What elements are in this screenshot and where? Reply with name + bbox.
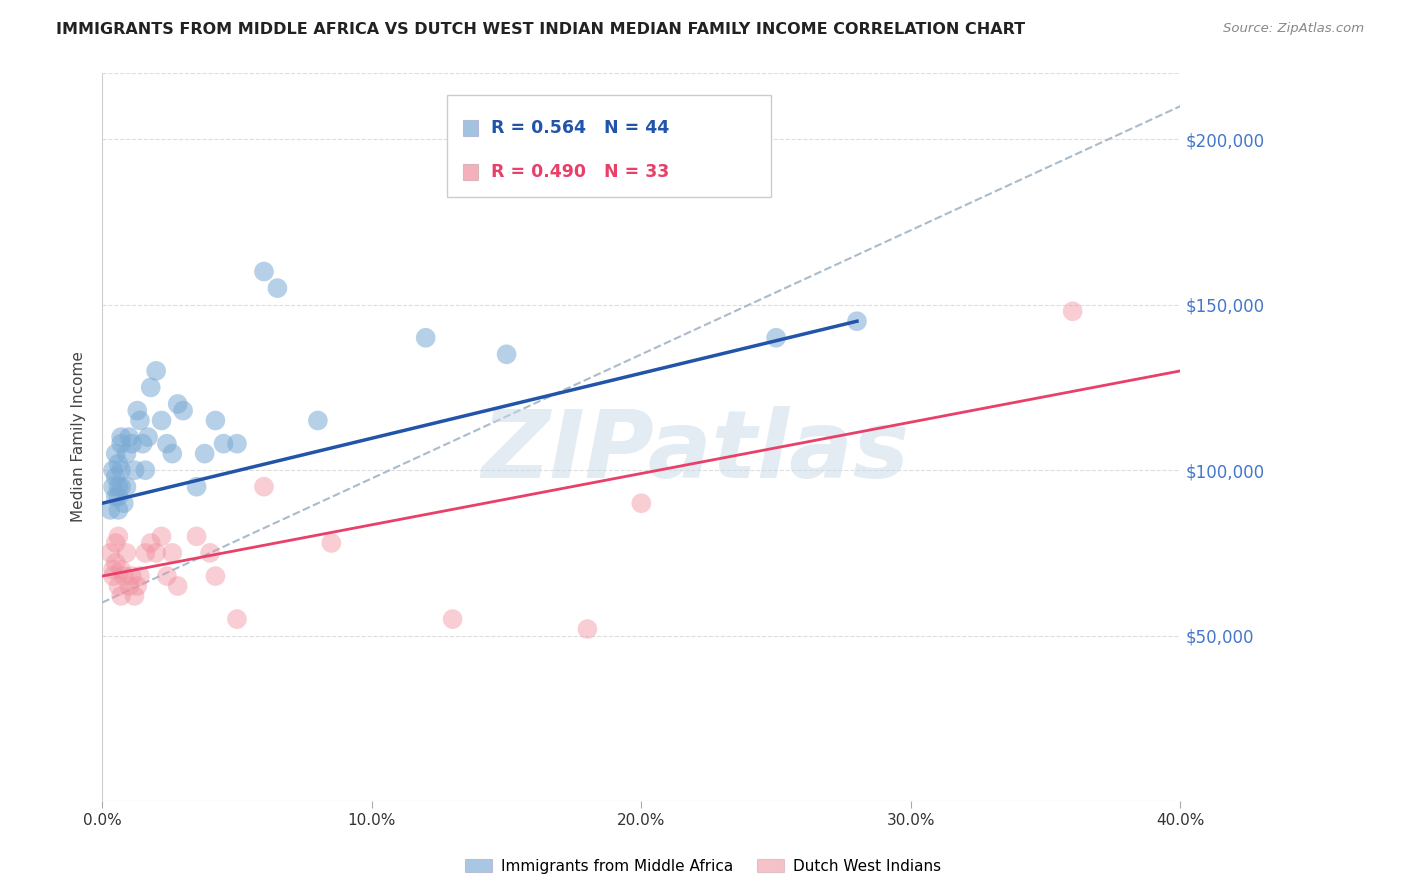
- Y-axis label: Median Family Income: Median Family Income: [72, 351, 86, 523]
- Point: [131, 436, 153, 450]
- Point: [226, 436, 249, 450]
- Point: [846, 314, 869, 328]
- Point: [118, 579, 141, 593]
- Point: [124, 463, 146, 477]
- Point: [121, 436, 143, 450]
- Point: [1062, 304, 1084, 318]
- Point: [118, 430, 141, 444]
- Point: [115, 480, 138, 494]
- FancyBboxPatch shape: [464, 120, 478, 136]
- Point: [194, 447, 217, 461]
- Point: [129, 413, 152, 427]
- Point: [101, 569, 124, 583]
- Point: [307, 413, 329, 427]
- Point: [212, 436, 235, 450]
- Point: [204, 413, 226, 427]
- Point: [107, 579, 129, 593]
- Point: [198, 546, 221, 560]
- Legend: Immigrants from Middle Africa, Dutch West Indians: Immigrants from Middle Africa, Dutch Wes…: [458, 853, 948, 880]
- Point: [110, 480, 132, 494]
- Point: [112, 496, 135, 510]
- Point: [186, 529, 208, 543]
- Point: [104, 556, 127, 570]
- Point: [204, 569, 226, 583]
- Point: [156, 569, 179, 583]
- Point: [112, 569, 135, 583]
- Point: [495, 347, 517, 361]
- Point: [266, 281, 288, 295]
- Point: [107, 480, 129, 494]
- Point: [101, 463, 124, 477]
- Point: [107, 457, 129, 471]
- Point: [145, 546, 167, 560]
- Point: [104, 447, 127, 461]
- Point: [166, 397, 188, 411]
- Point: [253, 264, 276, 278]
- Point: [110, 463, 132, 477]
- Point: [186, 480, 208, 494]
- Point: [107, 503, 129, 517]
- Point: [253, 480, 276, 494]
- Point: [107, 490, 129, 504]
- FancyBboxPatch shape: [447, 95, 770, 197]
- FancyBboxPatch shape: [464, 164, 478, 180]
- Point: [104, 470, 127, 484]
- Point: [321, 536, 343, 550]
- Point: [150, 529, 173, 543]
- Point: [98, 503, 121, 517]
- Point: [630, 496, 652, 510]
- Point: [115, 447, 138, 461]
- Point: [127, 403, 149, 417]
- Point: [110, 589, 132, 603]
- Point: [765, 331, 787, 345]
- Text: Source: ZipAtlas.com: Source: ZipAtlas.com: [1223, 22, 1364, 36]
- Text: R = 0.564   N = 44: R = 0.564 N = 44: [492, 120, 669, 137]
- Point: [107, 529, 129, 543]
- Point: [110, 562, 132, 576]
- Point: [104, 490, 127, 504]
- Point: [415, 331, 437, 345]
- Point: [576, 622, 599, 636]
- Point: [134, 463, 156, 477]
- Point: [166, 579, 188, 593]
- Point: [110, 430, 132, 444]
- Point: [145, 364, 167, 378]
- Point: [129, 569, 152, 583]
- Point: [162, 546, 184, 560]
- Point: [104, 536, 127, 550]
- Point: [150, 413, 173, 427]
- Point: [139, 536, 162, 550]
- Point: [136, 430, 159, 444]
- Point: [127, 579, 149, 593]
- Point: [226, 612, 249, 626]
- Point: [98, 546, 121, 560]
- Point: [101, 480, 124, 494]
- Point: [110, 436, 132, 450]
- Point: [156, 436, 179, 450]
- Text: IMMIGRANTS FROM MIDDLE AFRICA VS DUTCH WEST INDIAN MEDIAN FAMILY INCOME CORRELAT: IMMIGRANTS FROM MIDDLE AFRICA VS DUTCH W…: [56, 22, 1025, 37]
- Point: [101, 562, 124, 576]
- Text: ZIPatlas: ZIPatlas: [481, 406, 910, 498]
- Text: R = 0.490   N = 33: R = 0.490 N = 33: [492, 163, 669, 181]
- Point: [134, 546, 156, 560]
- Point: [172, 403, 194, 417]
- Point: [115, 546, 138, 560]
- Point: [162, 447, 184, 461]
- Point: [124, 589, 146, 603]
- Point: [121, 569, 143, 583]
- Point: [139, 380, 162, 394]
- Point: [441, 612, 464, 626]
